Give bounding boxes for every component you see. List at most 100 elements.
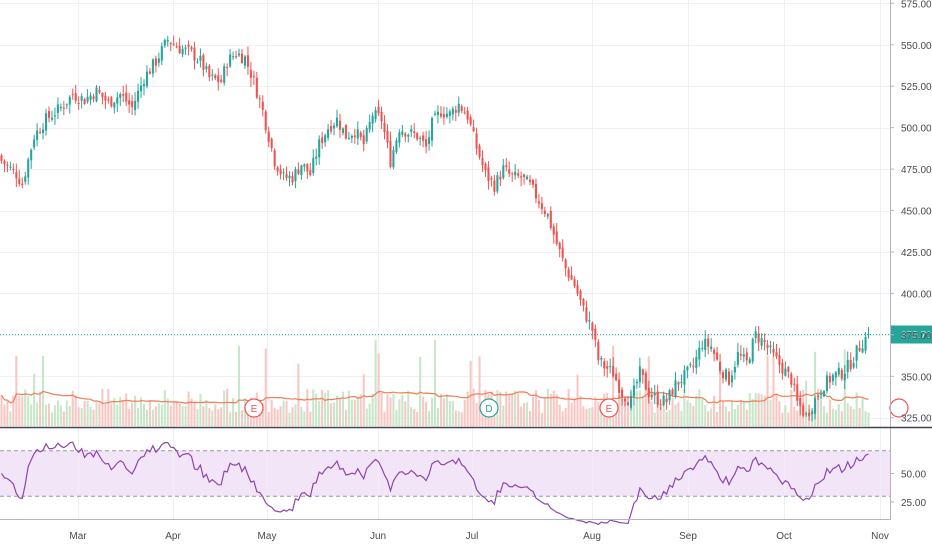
candle-body <box>300 165 303 176</box>
candle-body <box>362 135 365 145</box>
candle-body <box>134 101 137 110</box>
price-tick-label: 500.00 <box>901 124 932 135</box>
candle-body <box>306 164 309 172</box>
candle-body <box>454 110 457 113</box>
candle-body <box>12 168 15 170</box>
candle-body <box>555 231 558 244</box>
volume-bar <box>12 395 15 426</box>
volume-bar <box>365 408 368 426</box>
candle-body <box>736 352 739 365</box>
volume-bar <box>276 409 279 426</box>
candle-body <box>698 347 701 360</box>
candle-body <box>131 101 134 108</box>
volume-bar <box>698 389 701 426</box>
candle-body <box>309 170 312 175</box>
volume-bar <box>793 406 796 426</box>
candle-body <box>104 95 107 101</box>
candle-body <box>285 173 288 178</box>
volume-bar <box>374 340 377 426</box>
volume-bar <box>232 398 235 426</box>
volume-bar <box>436 407 440 426</box>
volume-bar <box>573 397 576 426</box>
volume-bar <box>534 390 537 426</box>
volume-bar <box>261 402 264 426</box>
candle-body <box>42 129 45 134</box>
volume-bar <box>279 406 282 426</box>
volume-bar <box>463 400 466 426</box>
volume-bar <box>217 409 220 426</box>
volume-bar <box>181 406 184 426</box>
candle-body <box>463 112 466 114</box>
volume-bar <box>757 393 760 426</box>
candle-body <box>145 71 149 87</box>
candle-body <box>148 71 151 74</box>
rsi-band <box>0 450 890 497</box>
candle-body <box>356 129 359 139</box>
volume-bar <box>413 408 416 426</box>
volume-bar <box>6 400 9 426</box>
candle-body <box>828 375 831 383</box>
candle-body <box>187 44 190 47</box>
volume-bar <box>83 400 86 426</box>
candle-body <box>261 101 264 110</box>
volume-bar <box>172 400 175 426</box>
volume-bar <box>677 402 680 426</box>
volume-bar <box>695 395 698 426</box>
volume-bar <box>44 404 48 426</box>
volume-bar <box>713 395 716 426</box>
candle-body <box>36 130 39 141</box>
volume-bar <box>739 400 742 426</box>
volume-bar <box>849 406 852 426</box>
volume-bar <box>107 388 110 426</box>
candle-body <box>680 382 683 384</box>
candle-body <box>386 130 389 143</box>
candle-body <box>166 39 169 42</box>
candle-body <box>151 59 154 74</box>
candle-body <box>15 172 18 179</box>
candle-body <box>205 66 208 70</box>
volume-bar <box>353 399 356 426</box>
volume-bar <box>243 398 247 426</box>
volume-bar <box>131 402 134 426</box>
candle-body <box>766 344 769 348</box>
price-tick-label: 350.00 <box>901 372 932 383</box>
volume-bar <box>151 409 154 426</box>
candle-body <box>181 48 184 55</box>
volume-bar <box>754 393 757 426</box>
volume-bar <box>668 409 671 426</box>
volume-bar <box>597 401 600 426</box>
candle-body <box>110 97 113 107</box>
candle-body <box>837 367 840 375</box>
volume-bar <box>86 400 89 426</box>
volume-bar <box>368 403 371 426</box>
volume-bar <box>526 402 529 426</box>
volume-bar <box>724 406 728 426</box>
volume-bar <box>537 399 540 426</box>
candle-body <box>3 160 6 165</box>
candle-body <box>763 340 766 343</box>
grid-lines <box>0 0 890 519</box>
candle-body <box>53 115 56 117</box>
volume-bar <box>864 411 867 426</box>
candle-body <box>380 111 383 122</box>
volume-bar <box>338 398 342 426</box>
candle-body <box>193 47 196 61</box>
candle-body <box>30 149 33 161</box>
volume-bar <box>466 391 469 426</box>
candle-body <box>267 131 270 142</box>
volume-bar <box>508 395 511 426</box>
volume-bar <box>472 388 475 426</box>
volume-bar <box>359 394 362 426</box>
volume-bar <box>386 394 389 426</box>
volume-bar <box>315 393 318 426</box>
candle-body <box>169 43 172 45</box>
volume-bar <box>799 407 802 426</box>
volume-bar <box>333 402 336 426</box>
volume-bar <box>383 411 386 426</box>
candle-body <box>116 97 119 104</box>
volume-bar <box>653 412 656 426</box>
rsi-tick-label: 25.00 <box>901 498 926 509</box>
volume-bar <box>828 399 831 426</box>
volume-bar <box>356 397 359 426</box>
